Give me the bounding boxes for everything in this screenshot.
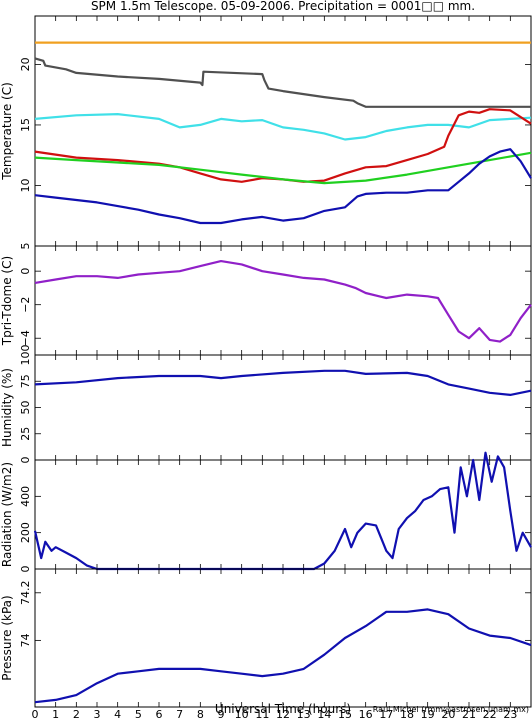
y-tick-label: 0: [19, 457, 32, 464]
x-tick-label: 20: [441, 708, 455, 719]
y-tick-label: 25: [19, 427, 32, 441]
y-tick-label: 0: [19, 566, 32, 573]
y-axis-label: Radiation (W/m2): [0, 462, 14, 567]
x-tick-label: 21: [462, 708, 476, 719]
x-tick-label: 3: [94, 708, 101, 719]
x-tick-label: 1: [52, 708, 59, 719]
y-tick-label: −4: [19, 330, 32, 346]
x-tick-label: 14: [317, 708, 331, 719]
series-line-3: [34, 112, 532, 141]
x-tick-label: 4: [114, 708, 121, 719]
x-axis-label: Universal Time (hours): [215, 702, 351, 716]
series-line-5: [34, 151, 532, 185]
y-axis-label: Pressure (kPa): [0, 595, 14, 680]
x-tick-label: 15: [338, 708, 352, 719]
y-axis-label: Humidity (%): [0, 368, 14, 447]
panel-3: 0 25 50 75 100 Humidity (%): [0, 345, 532, 464]
y-tick-label: 74.2: [19, 581, 32, 606]
x-tick-label: 6: [156, 708, 163, 719]
series-line-1: [34, 260, 532, 343]
x-tick-label: 7: [176, 708, 183, 719]
y-tick-label: 10: [19, 178, 32, 192]
y-tick-label: 0: [19, 268, 32, 275]
series-line-1: [33, 451, 532, 571]
x-tick-label: 0: [32, 708, 39, 719]
x-tick-label: 9: [218, 708, 225, 719]
y-tick-label: 75: [19, 374, 32, 388]
panel-2: −4 −2 0 Tpri-Tdome (C): [0, 245, 532, 356]
y-tick-label: 15: [19, 118, 32, 132]
series-line-6: [34, 148, 532, 225]
y-axis-label: Tpri-Tdome (C): [0, 256, 14, 346]
x-tick-label: 23: [503, 708, 517, 719]
series-line-2: [34, 57, 531, 108]
series-line-1: [34, 369, 532, 396]
panel-frame: [34, 354, 532, 461]
x-tick-label: 10: [235, 708, 249, 719]
y-tick-label: 5: [19, 243, 32, 250]
x-tick-label: 8: [197, 708, 204, 719]
chart-title: SPM 1.5m Telescope. 05-09-2006. Precipit…: [91, 0, 475, 13]
x-tick-label: 12: [276, 708, 290, 719]
author-credit: Raul Michel (rmm@astrosen.unam.mx): [373, 705, 529, 714]
x-tick-label: 18: [400, 708, 414, 719]
series-line-1: [34, 608, 532, 704]
panel-4: 0 200 400 Radiation (W/m2): [0, 451, 532, 573]
x-tick-label: 17: [379, 708, 393, 719]
x-tick-label: 13: [297, 708, 311, 719]
y-axis-label: Temperature (C): [0, 82, 14, 181]
panel-frame: [34, 15, 532, 247]
y-tick-label: 74: [19, 633, 32, 647]
y-tick-label: 100: [19, 345, 32, 366]
x-tick-label: 19: [421, 708, 435, 719]
panel-1: 5 10 15 20 Temperature (C): [0, 15, 532, 250]
y-tick-label: 200: [19, 522, 32, 543]
panel-frame: [34, 245, 532, 356]
y-tick-label: 400: [19, 486, 32, 507]
x-tick-label: 22: [483, 708, 497, 719]
y-tick-label: 20: [19, 57, 32, 71]
x-tick-label: 16: [359, 708, 373, 719]
x-tick-label: 5: [135, 708, 142, 719]
series-line-4: [34, 108, 532, 183]
x-tick-label: 2: [73, 708, 80, 719]
panel-frame: [34, 568, 532, 708]
y-tick-label: 50: [19, 401, 32, 415]
panel-5: 74 74.2 Pressure (kPa): [0, 568, 532, 708]
x-tick-label: 11: [255, 708, 269, 719]
y-tick-label: −2: [19, 297, 32, 313]
